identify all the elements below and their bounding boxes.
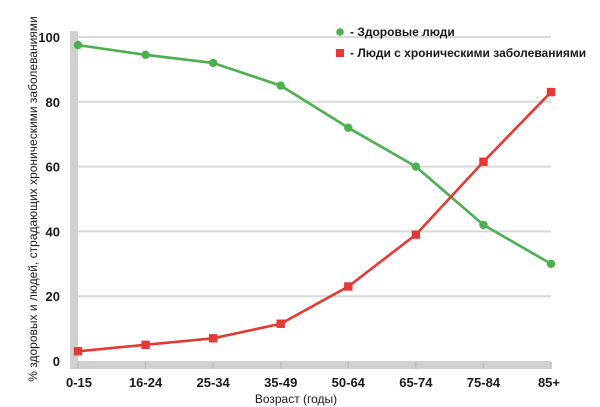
data-point-chronic bbox=[73, 347, 83, 356]
data-point-chronic bbox=[141, 340, 150, 349]
legend-marker-chronic bbox=[336, 49, 344, 57]
y-tick-label: 20 bbox=[46, 289, 60, 304]
legend: - Здоровые люди - Люди с хроническими заб… bbox=[336, 25, 586, 60]
data-point-chronic bbox=[411, 230, 421, 239]
x-tick-label: 16-24 bbox=[129, 375, 163, 390]
y-tick-label: 100 bbox=[38, 30, 60, 45]
legend-label: - Здоровые люди bbox=[350, 25, 455, 39]
y-tick-label: 80 bbox=[46, 95, 60, 110]
data-point-healthy bbox=[411, 162, 421, 171]
x-tick-label: 50-64 bbox=[332, 375, 366, 390]
x-tick-label: 25-34 bbox=[197, 375, 231, 390]
data-point-chronic bbox=[276, 319, 285, 328]
data-point-healthy bbox=[276, 81, 285, 90]
x-tick-label: 35-49 bbox=[264, 375, 297, 390]
legend-marker-healthy bbox=[336, 28, 344, 36]
data-point-healthy bbox=[344, 123, 353, 132]
y-tick-label: 40 bbox=[46, 224, 60, 239]
data-point-healthy bbox=[73, 40, 83, 50]
series-line-0 bbox=[77, 43, 552, 265]
x-tick-labels: 0-15 16-24 25-34 35-49 50-64 65-74 75-84 85+ bbox=[66, 362, 560, 390]
series-line-1 bbox=[77, 91, 552, 353]
x-tick-label: 85+ bbox=[538, 375, 560, 390]
grid-lines bbox=[78, 36, 551, 298]
legend-label: - Люди с хроническими заболеваниями bbox=[350, 46, 586, 60]
y-tick-label: 0 bbox=[53, 354, 60, 369]
x-tick-label: 75-84 bbox=[467, 375, 501, 390]
y-axis-title: % здоровых и людей, страдающих хроническ… bbox=[26, 16, 40, 382]
data-point-chronic bbox=[479, 157, 488, 166]
x-tick-label: 0-15 bbox=[66, 375, 92, 390]
data-point-chronic bbox=[344, 282, 353, 291]
data-point-healthy bbox=[546, 259, 556, 268]
x-tick-label: 65-74 bbox=[399, 375, 433, 390]
data-point-chronic bbox=[208, 334, 218, 343]
series-lines bbox=[77, 43, 552, 353]
y-tick-label: 60 bbox=[46, 160, 60, 175]
x-axis-title: Возраст (годы) bbox=[255, 392, 337, 406]
series-markers bbox=[73, 40, 556, 356]
data-point-healthy bbox=[208, 58, 218, 68]
data-point-healthy bbox=[141, 50, 150, 60]
data-point-chronic bbox=[546, 87, 556, 97]
y-tick-labels: 0 20 40 60 80 100 bbox=[38, 30, 60, 369]
data-point-healthy bbox=[479, 220, 488, 230]
